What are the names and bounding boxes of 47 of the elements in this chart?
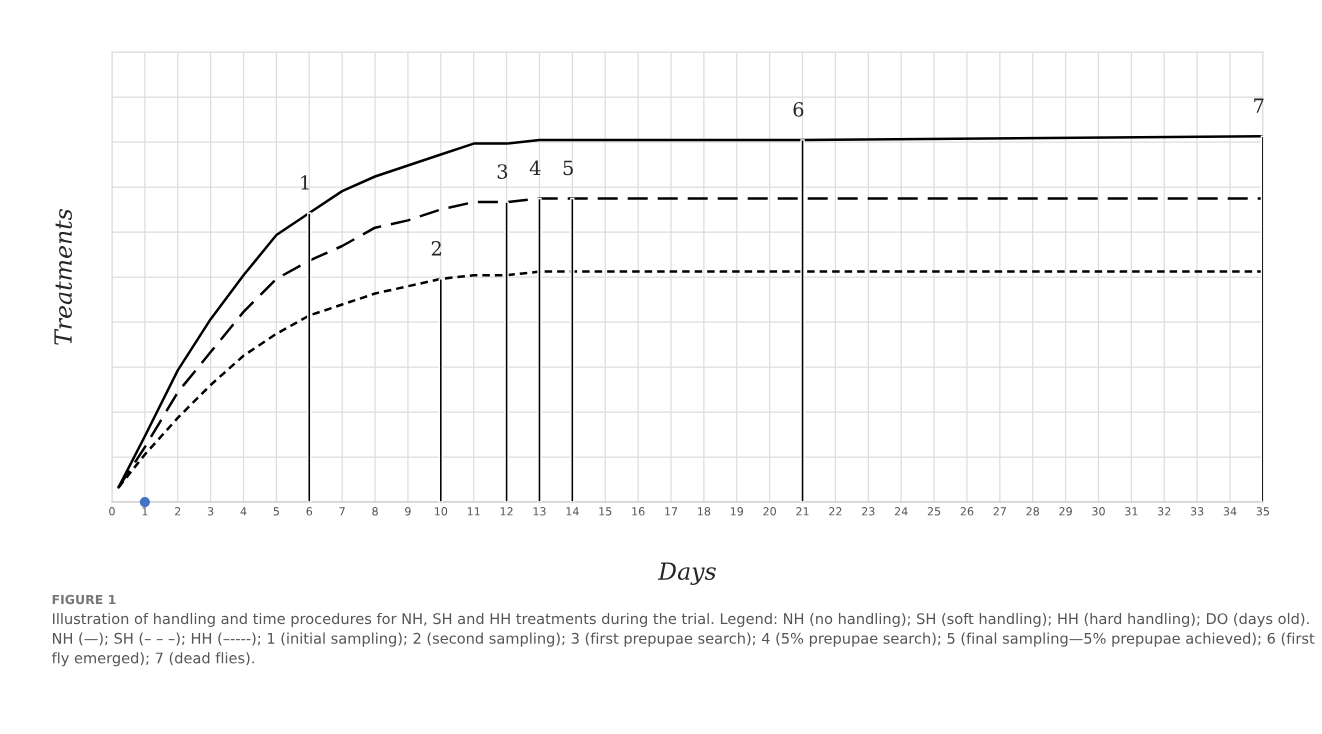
caption: FIGURE 1: [52, 594, 116, 605]
x-tick-label: 13: [533, 507, 546, 516]
x-tick-label: 27: [993, 507, 1006, 516]
x-tick-label: 21: [796, 507, 809, 516]
x-tick-label: 15: [599, 507, 612, 516]
x-tick-label: 12: [500, 507, 513, 516]
x-tick-label: 4: [240, 507, 247, 516]
annotation: 5: [563, 160, 573, 176]
x-tick-label: 26: [960, 507, 974, 516]
x-tick-label: 29: [1059, 507, 1072, 516]
x-tick-label: 16: [632, 507, 645, 516]
x-tick-label: 20: [763, 507, 776, 516]
x-tick-label: 7: [339, 507, 345, 516]
y-axis-title: Treatments: [54, 209, 72, 345]
x-tick-label: 33: [1190, 507, 1204, 516]
annotation: 2: [431, 240, 441, 256]
x-tick-label: 22: [829, 507, 842, 516]
x-tick-label: 30: [1092, 507, 1105, 516]
x-tick-label: 5: [273, 507, 279, 516]
x-axis-title: Days: [657, 562, 716, 585]
x-tick-label: 3: [207, 507, 214, 516]
x-tick-label: 23: [862, 507, 875, 516]
x-tick-label: 19: [730, 507, 744, 516]
x-tick-label: 0: [109, 507, 115, 516]
x-tick-label: 35: [1256, 507, 1270, 516]
annotation: 7: [1254, 98, 1264, 113]
x-tick-label: 10: [434, 507, 448, 516]
annotation: 6: [793, 101, 804, 117]
annotation: 3: [497, 164, 508, 179]
x-tick-label: 31: [1125, 507, 1138, 516]
x-tick-label: 6: [306, 507, 313, 516]
x-tick-label: 24: [894, 507, 908, 516]
x-tick-label: 34: [1223, 507, 1237, 516]
x-tick-label: 9: [405, 507, 411, 516]
x-tick-label: 2: [175, 507, 181, 516]
text: Illustration of handling and time procedures for NH, SH and HH treatments during the trial. Legend: NH (no handling); SH (soft handling); HH (hard handling); DO (days old). NH (—); SH (– – –); HH (–----); 1 (initial sampling); 2 (second sampling); 3 (first prepupae search); 4 (5% prepupae search); 5 (final sampling—5% prepupae achieved); 6 (first fly emerged); 7 (dead flies).: [51, 612, 1315, 667]
x-tick-label: 28: [1026, 507, 1040, 516]
x-tick-label: 32: [1158, 507, 1171, 516]
x-tick-label: 17: [665, 507, 678, 516]
annotation: 1: [301, 175, 309, 190]
x-tick-label: 11: [467, 507, 480, 516]
x-tick-label: 1: [142, 507, 148, 516]
x-tick-label: 8: [372, 507, 378, 516]
x-tick-label: 25: [927, 507, 941, 516]
annotation: 4: [529, 160, 541, 175]
x-tick-label: 14: [566, 507, 579, 516]
x-tick-label: 18: [698, 507, 711, 516]
